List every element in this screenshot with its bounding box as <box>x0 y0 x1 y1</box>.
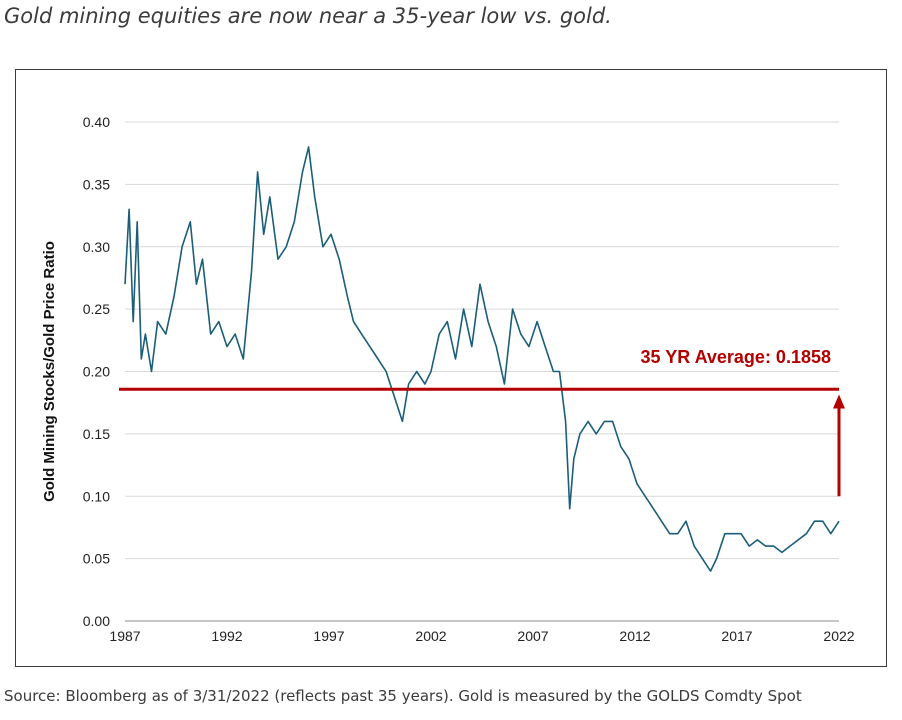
y-tick-label: 0.25 <box>83 301 110 317</box>
source-note: Source: Bloomberg as of 3/31/2022 (refle… <box>4 687 802 705</box>
ratio-series-line <box>124 146 840 572</box>
x-tick-label: 1987 <box>109 628 140 644</box>
x-tick-label: 2012 <box>619 628 650 644</box>
y-tick-label: 0.05 <box>83 551 110 567</box>
y-tick-label: 0.10 <box>83 488 110 504</box>
page-headline: Gold mining equities are now near a 35-y… <box>4 4 612 28</box>
y-tick-label: 0.15 <box>83 426 110 442</box>
y-tick-label: 0.40 <box>83 114 110 130</box>
average-label: 35 YR Average: 0.1858 <box>641 347 831 367</box>
y-tick-label: 0.20 <box>83 364 110 380</box>
arrow-head-icon <box>833 394 845 409</box>
x-tick-label: 2017 <box>721 628 752 644</box>
ratio-line-chart: 0.00 0.05 0.10 0.15 0.20 0.25 0.30 0.35 0.40 1987… <box>41 114 855 644</box>
x-tick-label: 2007 <box>517 628 548 644</box>
y-tick-label: 0.00 <box>83 613 110 629</box>
y-tick-label: 0.35 <box>83 176 110 192</box>
x-tick-label: 1992 <box>211 628 242 644</box>
x-tick-label: 1997 <box>313 628 344 644</box>
x-tick-label: 2022 <box>823 628 854 644</box>
y-axis-title: Gold Mining Stocks/Gold Price Ratio <box>41 241 58 502</box>
x-tick-label: 2002 <box>415 628 446 644</box>
chart-frame: 0.00 0.05 0.10 0.15 0.20 0.25 0.30 0.35 0.40 1987… <box>15 69 887 667</box>
y-tick-label: 0.30 <box>83 239 110 255</box>
